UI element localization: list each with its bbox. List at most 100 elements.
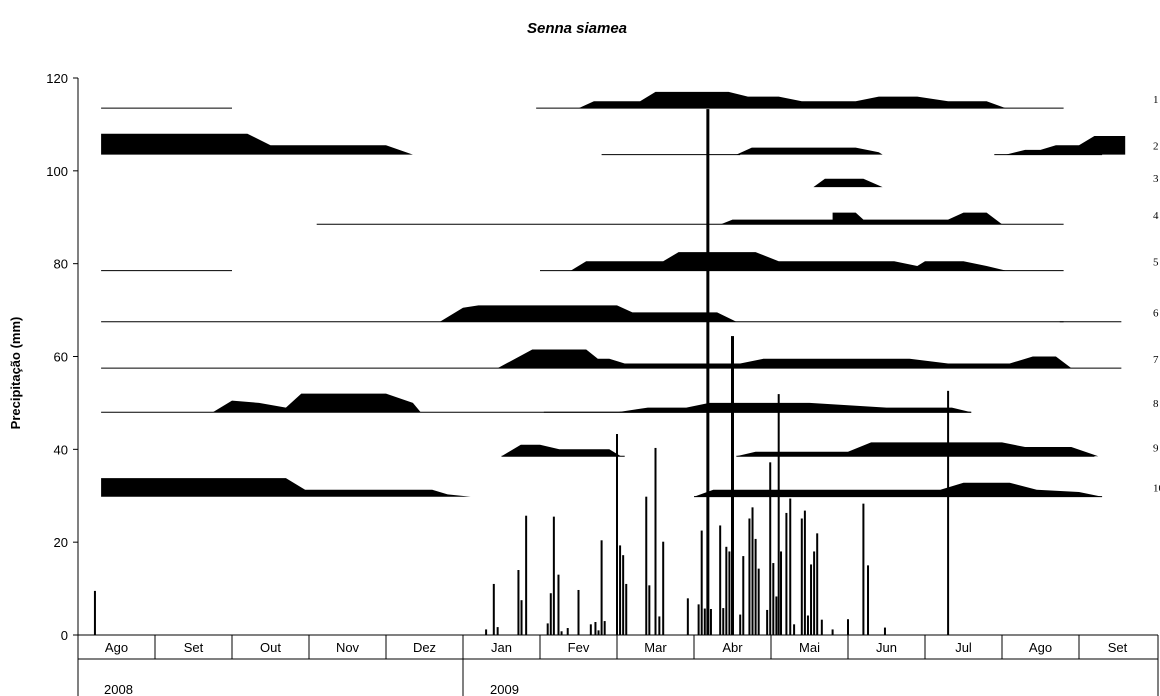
precipitation-bar [616, 434, 618, 635]
month-label: Out [260, 640, 281, 655]
phenology-intensity [1005, 136, 1126, 155]
precipitation-bar [597, 630, 600, 635]
phenology-intensity [439, 305, 737, 322]
precipitation-bar [552, 516, 555, 635]
month-label: Dez [413, 640, 436, 655]
month-label: Fev [568, 640, 590, 655]
precipitation-bar [600, 540, 603, 635]
precipitation-bar [847, 619, 849, 635]
phenology-intensity [736, 442, 1099, 457]
phenology-intensity [736, 147, 883, 155]
precipitation-bar [645, 496, 648, 635]
y-tick-label: 40 [54, 442, 68, 457]
precipitation-bar [485, 629, 488, 635]
precipitation-bar [557, 574, 560, 635]
precipitation-bar [754, 538, 757, 635]
phenophase-row-label: 3 [1153, 173, 1159, 185]
month-label: Mai [799, 640, 820, 655]
precipitation-bar [93, 590, 96, 635]
precipitation-bar [648, 585, 651, 635]
precipitation-bar [883, 627, 886, 635]
precipitation-bar [658, 616, 661, 635]
precipitation-bar [751, 507, 754, 635]
precipitation-bar [697, 604, 700, 635]
precipitation-bar [589, 624, 592, 635]
precipitation-bar [813, 551, 816, 635]
month-label: Jul [955, 640, 972, 655]
precipitation-bar [785, 512, 788, 635]
precipitation-bar [719, 525, 722, 635]
precipitation-bar [766, 609, 769, 635]
y-tick-label: 120 [46, 71, 68, 86]
phenology-intensity [694, 482, 1103, 497]
precipitation-bar [772, 563, 775, 635]
precipitation-bar [777, 394, 780, 635]
precipitation-bar [748, 518, 751, 635]
precipitation-bar [739, 614, 742, 635]
phenophase-row-label: 10 [1153, 483, 1160, 495]
precipitation-bar [603, 621, 606, 635]
plot-area: 0 20 40 60 80 100 120 Ago Set Out Nov Dez Jan Fev Mar A… [46, 71, 1160, 696]
phenophase-row-label: 6 [1153, 308, 1159, 320]
phenology-intensity [578, 91, 1006, 109]
month-label: Jun [876, 640, 897, 655]
phenology-intensity [497, 349, 1072, 369]
precipitation-bar [546, 623, 549, 635]
precipitation-bar [722, 608, 725, 635]
y-tick-label: 80 [54, 257, 68, 272]
month-label: Nov [336, 640, 360, 655]
precipitation-bar [622, 555, 625, 635]
precipitation-bar [619, 545, 622, 635]
month-label: Ago [105, 640, 128, 655]
phenology-intensity [501, 444, 621, 457]
month-label: Set [184, 640, 204, 655]
month-label: Set [1108, 640, 1128, 655]
chart-title: Senna siamea [527, 20, 627, 37]
precipitation-bar [560, 631, 563, 635]
phenology-intensity [617, 402, 972, 413]
precipitation-bar [662, 541, 665, 635]
phenology-intensity [101, 478, 471, 497]
phenophase-row-label: 4 [1153, 210, 1159, 222]
y-axis-label: Precipitação (mm) [8, 317, 23, 430]
month-label: Ago [1029, 640, 1052, 655]
phenology-intensity [570, 252, 1006, 271]
precipitation-bar [757, 568, 760, 635]
phenology-intensity [101, 133, 413, 155]
precipitation-bar [725, 546, 728, 635]
precipitation-bar [816, 533, 819, 635]
precipitation-bar [625, 583, 628, 635]
precipitation-bar [775, 596, 778, 635]
month-label: Jan [491, 640, 512, 655]
precipitation-bar [820, 619, 823, 635]
month-label: Abr [722, 640, 743, 655]
phenophase-row-label: 8 [1153, 398, 1159, 410]
precipitation-bar [686, 598, 689, 635]
precipitation-bar [793, 624, 796, 635]
precipitation-bar [831, 629, 834, 635]
y-tick-label: 100 [46, 164, 68, 179]
precipitation-bar [703, 608, 706, 635]
precipitation-bar [549, 593, 552, 635]
precipitation-bar [780, 551, 783, 635]
phenology-intensity [720, 212, 1002, 225]
year-label: 2009 [490, 682, 519, 696]
precipitation-bar [947, 390, 950, 635]
precipitation-bar [867, 565, 870, 635]
precipitation-bar [566, 628, 569, 635]
precipitation-bar [496, 627, 499, 635]
precipitation-bar [810, 564, 813, 635]
precipitation-bar [803, 510, 806, 635]
precipitation-bar [706, 109, 710, 635]
precipitation-bar [806, 615, 809, 635]
precipitation-bar [800, 518, 803, 635]
year-label: 2008 [104, 682, 133, 696]
y-tick-label: 0 [61, 628, 68, 643]
precipitation-bar [594, 622, 597, 635]
precipitation-bar [742, 556, 745, 635]
precipitation-bar [789, 498, 792, 635]
precipitation-bar [577, 589, 580, 635]
precipitation-bar [492, 583, 495, 635]
phenophase-row-label: 9 [1153, 442, 1159, 454]
